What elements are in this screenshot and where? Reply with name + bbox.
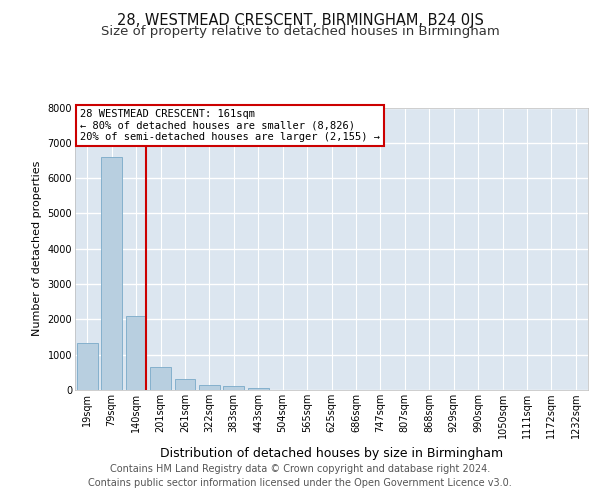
Text: 28 WESTMEAD CRESCENT: 161sqm
← 80% of detached houses are smaller (8,826)
20% of: 28 WESTMEAD CRESCENT: 161sqm ← 80% of de… bbox=[80, 109, 380, 142]
Bar bbox=[101, 157, 122, 390]
Text: Size of property relative to detached houses in Birmingham: Size of property relative to detached ho… bbox=[101, 25, 499, 38]
Bar bbox=[223, 386, 244, 390]
Bar bbox=[248, 388, 269, 390]
Y-axis label: Number of detached properties: Number of detached properties bbox=[32, 161, 42, 336]
Bar bbox=[199, 384, 220, 390]
Bar bbox=[77, 344, 98, 390]
Bar bbox=[125, 316, 146, 390]
X-axis label: Distribution of detached houses by size in Birmingham: Distribution of detached houses by size … bbox=[160, 446, 503, 460]
Text: 28, WESTMEAD CRESCENT, BIRMINGHAM, B24 0JS: 28, WESTMEAD CRESCENT, BIRMINGHAM, B24 0… bbox=[116, 12, 484, 28]
Bar bbox=[175, 380, 196, 390]
Bar bbox=[150, 367, 171, 390]
Text: Contains HM Land Registry data © Crown copyright and database right 2024.
Contai: Contains HM Land Registry data © Crown c… bbox=[88, 464, 512, 487]
